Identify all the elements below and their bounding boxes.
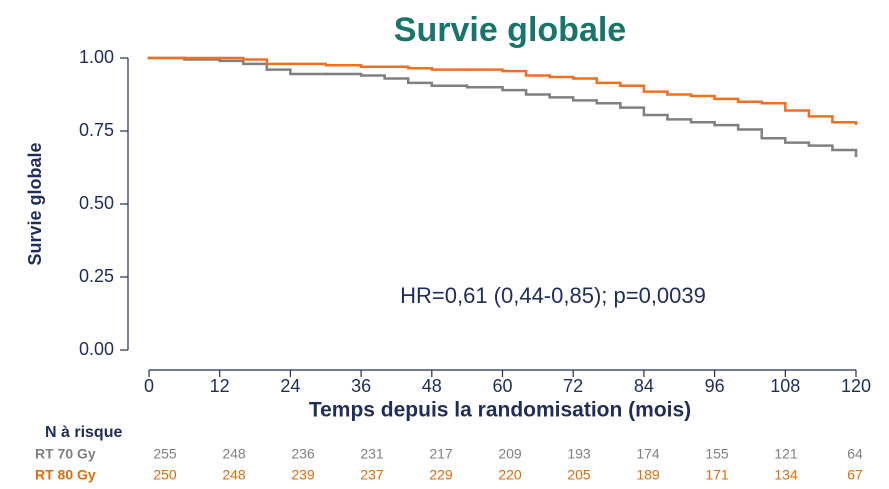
risk-row-name: RT 70 Gy bbox=[35, 446, 96, 462]
risk-count: 193 bbox=[567, 446, 591, 462]
x-tick-label: 120 bbox=[841, 376, 871, 396]
x-tick-label: 84 bbox=[634, 376, 654, 396]
x-tick-label: 72 bbox=[563, 376, 583, 396]
risk-count: 134 bbox=[774, 467, 798, 483]
risk-count: 67 bbox=[847, 467, 863, 483]
x-axis-label: Temps depuis la randomisation (mois) bbox=[309, 399, 691, 422]
risk-count: 209 bbox=[498, 446, 522, 462]
risk-count: 155 bbox=[705, 446, 729, 462]
x-tick-label: 12 bbox=[210, 376, 230, 396]
risk-count: 248 bbox=[222, 446, 246, 462]
y-tick-label: 1.00 bbox=[79, 47, 114, 67]
risk-count: 121 bbox=[774, 446, 798, 462]
risk-count: 174 bbox=[636, 446, 660, 462]
risk-count: 248 bbox=[222, 467, 246, 483]
risk-count: 231 bbox=[360, 446, 384, 462]
risk-count: 229 bbox=[429, 467, 453, 483]
risk-count: 217 bbox=[429, 446, 453, 462]
y-axis-label: Survie globale bbox=[25, 142, 45, 265]
annotation: HR=0,61 (0,44-0,85); p=0,0039 bbox=[400, 283, 706, 308]
risk-count: 220 bbox=[498, 467, 522, 483]
risk-count: 171 bbox=[705, 467, 729, 483]
x-tick-label: 96 bbox=[705, 376, 725, 396]
risk-count: 250 bbox=[153, 467, 177, 483]
y-tick-label: 0.75 bbox=[79, 120, 114, 140]
risk-table-title: N à risque bbox=[45, 424, 122, 441]
risk-count: 239 bbox=[291, 467, 315, 483]
risk-count: 255 bbox=[153, 446, 177, 462]
x-tick-label: 0 bbox=[144, 376, 154, 396]
chart-title: Survie globale bbox=[394, 11, 626, 49]
risk-count: 64 bbox=[847, 446, 863, 462]
x-tick-label: 48 bbox=[422, 376, 442, 396]
x-tick-label: 24 bbox=[280, 376, 300, 396]
x-tick-label: 36 bbox=[351, 376, 371, 396]
y-tick-label: 0.00 bbox=[79, 339, 114, 359]
risk-row-name: RT 80 Gy bbox=[35, 467, 96, 483]
risk-count: 237 bbox=[360, 467, 384, 483]
risk-count: 189 bbox=[636, 467, 660, 483]
x-tick-label: 108 bbox=[770, 376, 800, 396]
y-tick-label: 0.50 bbox=[79, 193, 114, 213]
risk-count: 205 bbox=[567, 467, 591, 483]
risk-count: 236 bbox=[291, 446, 315, 462]
y-tick-label: 0.25 bbox=[79, 266, 114, 286]
x-tick-label: 60 bbox=[492, 376, 512, 396]
